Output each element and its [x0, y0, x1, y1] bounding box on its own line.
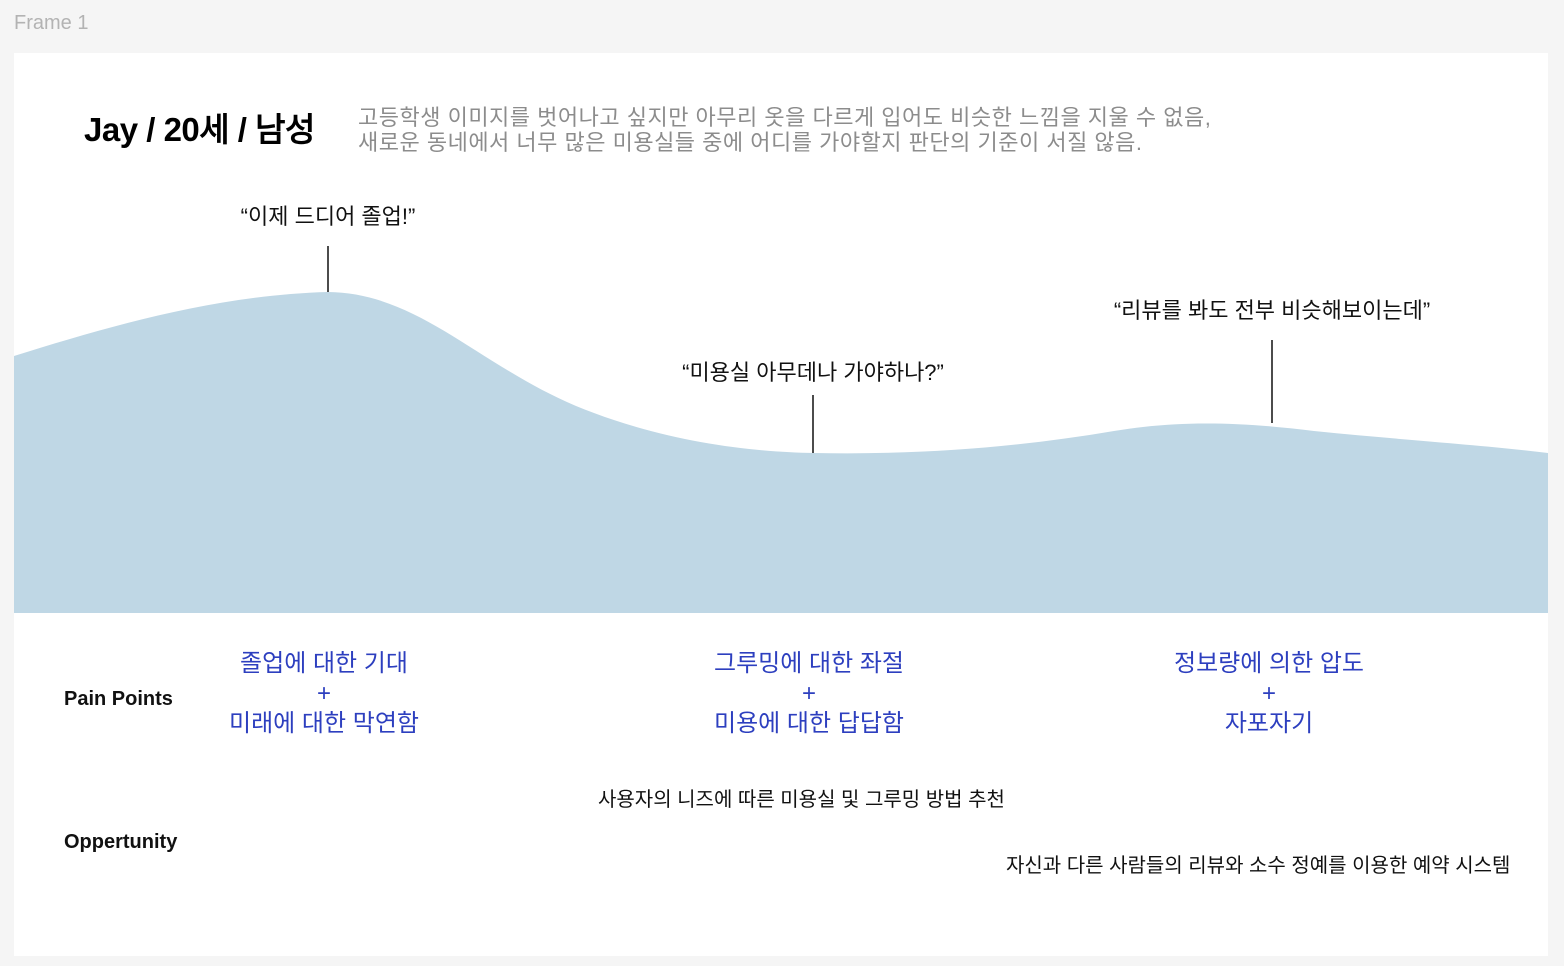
pain-point-1-plus: +: [316, 680, 331, 707]
emotion-curve-area: [14, 292, 1548, 613]
pain-point-3-line1: 정보량에 의한 압도: [1174, 650, 1364, 677]
opportunity-item-2: 자신과 다른 사람들의 리뷰와 소수 정예를 이용한 예약 시스템: [1006, 855, 1511, 877]
pain-point-2-plus: +: [801, 680, 816, 707]
frame-label: Frame 1: [14, 12, 89, 34]
pain-point-3-plus: +: [1261, 680, 1276, 707]
opportunity-item-1: 사용자의 니즈에 따른 미용실 및 그루밍 방법 추천: [598, 789, 1005, 811]
pain-point-2: 그루밍에 대한 좌절 + 미용에 대한 답답함: [639, 649, 979, 739]
pain-point-1: 졸업에 대한 기대 + 미래에 대한 막연함: [154, 649, 494, 739]
journey-curve-chart: [14, 246, 1548, 613]
quote-graduation: “이제 드디어 졸업!”: [240, 204, 416, 229]
persona-description: 고등학생 이미지를 벗어나고 싶지만 아무리 옷을 다르게 입어도 비슷한 느낌…: [358, 105, 1211, 155]
pain-point-3-line2: 자포자기: [1224, 710, 1314, 737]
quote-salon-choice: “미용실 아무데나 가야하나?”: [682, 360, 944, 385]
opportunity-label: Oppertunity: [64, 831, 178, 853]
pain-points-label: Pain Points: [64, 688, 173, 710]
pain-point-1-line1: 졸업에 대한 기대: [240, 650, 408, 677]
quote-reviews: “리뷰를 봐도 전부 비슷해보이는데”: [1113, 298, 1431, 323]
persona-description-line-1: 고등학생 이미지를 벗어나고 싶지만 아무리 옷을 다르게 입어도 비슷한 느낌…: [358, 105, 1212, 130]
journey-map-frame: Jay / 20세 / 남성 고등학생 이미지를 벗어나고 싶지만 아무리 옷을…: [14, 53, 1548, 956]
persona-title: Jay / 20세 / 남성: [84, 111, 315, 148]
persona-description-line-2: 새로운 동네에서 너무 많은 미용실들 중에 어디를 가야할지 판단의 기준이 …: [358, 130, 1143, 155]
pain-point-2-line1: 그루밍에 대한 좌절: [714, 650, 904, 677]
pain-point-1-line2: 미래에 대한 막연함: [229, 710, 419, 737]
pain-point-3: 정보량에 의한 압도 + 자포자기: [1099, 649, 1439, 739]
pain-point-2-line2: 미용에 대한 답답함: [714, 710, 904, 737]
